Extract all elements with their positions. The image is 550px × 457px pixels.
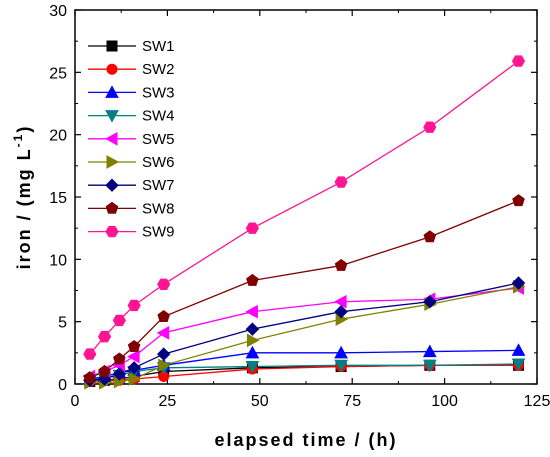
y-axis-title-main: iron / (mg L bbox=[14, 147, 34, 269]
data-point-sw7 bbox=[156, 347, 171, 361]
y-tick-label: 15 bbox=[49, 190, 67, 207]
legend: SW1 SW2 SW3 SW4 SW5 SW6 SW7 SW8 SW9 bbox=[88, 38, 175, 241]
data-point-sw6 bbox=[158, 358, 171, 373]
data-point-sw5 bbox=[334, 294, 347, 309]
x-axis-ticks: 0 25 50 75 100 125 bbox=[71, 10, 550, 410]
y-tick-label: 5 bbox=[58, 315, 67, 332]
legend-label-sw6: SW6 bbox=[142, 154, 175, 171]
data-point-sw9 bbox=[511, 55, 526, 67]
legend-marker-sw7 bbox=[105, 178, 119, 192]
data-point-sw9 bbox=[157, 278, 171, 290]
data-point-sw9 bbox=[83, 348, 97, 360]
data-point-sw8 bbox=[113, 352, 126, 365]
legend-marker-sw8 bbox=[105, 201, 119, 214]
data-point-sw7 bbox=[423, 295, 437, 309]
legend-label-sw8: SW8 bbox=[142, 200, 175, 217]
x-axis-title: elapsed time / (h) bbox=[214, 430, 397, 450]
legend-label-sw3: SW3 bbox=[142, 84, 175, 101]
series-line-sw5 bbox=[89, 287, 519, 378]
legend-label-sw2: SW2 bbox=[142, 61, 175, 78]
data-point-sw7 bbox=[245, 322, 260, 336]
data-point-sw4 bbox=[422, 359, 437, 373]
data-point-sw9 bbox=[97, 330, 112, 343]
legend-marker-sw1 bbox=[106, 40, 118, 52]
data-point-sw8 bbox=[157, 310, 170, 323]
data-point-sw4 bbox=[334, 359, 348, 373]
data-point-sw9 bbox=[423, 121, 437, 133]
data-point-sw5 bbox=[156, 326, 170, 340]
legend-label-sw9: SW9 bbox=[142, 224, 175, 241]
data-point-sw3 bbox=[422, 344, 437, 358]
legend-marker-sw9 bbox=[105, 225, 119, 238]
y-axis-title-superscript: -1 bbox=[11, 133, 25, 148]
x-tick-label: 75 bbox=[343, 393, 361, 410]
legend-marker-sw5 bbox=[104, 131, 118, 146]
data-point-sw3 bbox=[334, 345, 348, 359]
data-point-sw8 bbox=[334, 258, 348, 271]
data-point-sw8 bbox=[83, 371, 97, 384]
y-axis-title-suffix: ) bbox=[14, 125, 34, 133]
legend-label-sw1: SW1 bbox=[142, 38, 175, 55]
data-point-sw7 bbox=[511, 276, 526, 290]
series-markers bbox=[82, 55, 526, 390]
y-tick-label: 25 bbox=[49, 65, 67, 82]
data-point-sw8 bbox=[98, 364, 111, 377]
data-point-sw6 bbox=[246, 333, 260, 348]
x-tick-label: 100 bbox=[431, 393, 458, 410]
data-point-sw4 bbox=[245, 361, 260, 374]
legend-marker-sw3 bbox=[105, 85, 119, 98]
data-point-sw3 bbox=[511, 343, 526, 356]
data-point-sw9 bbox=[112, 314, 126, 327]
x-tick-label: 125 bbox=[524, 393, 550, 410]
y-axis-title: iron / (mg L-1) bbox=[11, 125, 34, 270]
data-point-sw3 bbox=[245, 345, 260, 359]
y-tick-label: 10 bbox=[49, 252, 67, 269]
data-point-sw7 bbox=[127, 361, 141, 375]
legend-label-sw7: SW7 bbox=[142, 177, 175, 194]
x-tick-label: 25 bbox=[159, 393, 177, 410]
y-tick-label: 20 bbox=[49, 128, 67, 145]
legend-marker-sw6 bbox=[106, 155, 120, 169]
y-axis-ticks: 0 5 10 15 20 25 30 bbox=[49, 3, 537, 394]
data-point-sw4 bbox=[511, 358, 526, 372]
data-point-sw6 bbox=[128, 372, 142, 386]
data-point-sw7 bbox=[112, 367, 127, 381]
data-point-sw5 bbox=[245, 304, 258, 319]
data-point-sw8 bbox=[246, 273, 259, 286]
data-point-sw9 bbox=[334, 176, 348, 188]
legend-marker-sw4 bbox=[105, 110, 119, 123]
y-tick-label: 0 bbox=[58, 377, 67, 394]
x-tick-label: 50 bbox=[251, 393, 269, 410]
legend-label-sw4: SW4 bbox=[142, 108, 175, 125]
legend-marker-sw2 bbox=[106, 63, 118, 75]
data-point-sw8 bbox=[127, 339, 141, 352]
data-point-sw5 bbox=[127, 349, 140, 364]
data-point-sw9 bbox=[245, 222, 259, 234]
legend-label-sw5: SW5 bbox=[142, 131, 175, 148]
data-point-sw7 bbox=[334, 304, 348, 319]
x-tick-label: 0 bbox=[71, 393, 80, 410]
y-tick-label: 30 bbox=[49, 3, 67, 20]
data-point-sw9 bbox=[127, 299, 141, 312]
data-point-sw8 bbox=[423, 230, 437, 243]
data-point-sw8 bbox=[512, 194, 525, 207]
